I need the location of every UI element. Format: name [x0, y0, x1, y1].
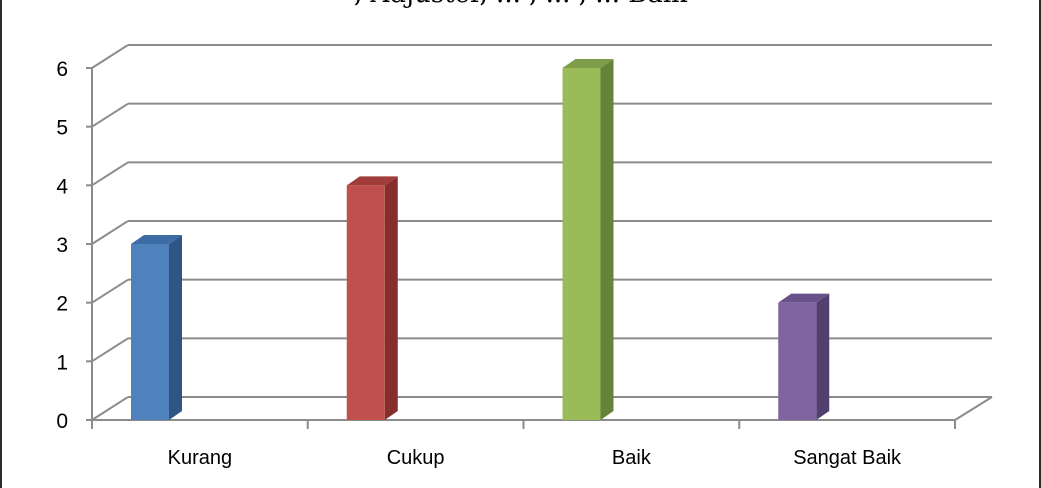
cropped-caption-text: , Adjuster, ... , ... , ... Baik [0, 0, 1041, 9]
bar [562, 68, 601, 420]
bar-group [562, 59, 614, 420]
bar-top [131, 235, 182, 244]
gridline-diagonal [91, 396, 129, 421]
gridline-diagonal [91, 278, 129, 304]
y-tick-label: 4 [56, 175, 68, 198]
x-category-label: Cukup [387, 447, 445, 469]
grid-layer [91, 44, 992, 421]
y-tick-label: 2 [56, 293, 68, 316]
axis-layer [86, 67, 993, 429]
gridline-diagonal [91, 337, 129, 363]
x-category-label: Kurang [168, 447, 233, 469]
x-category-label: Baik [612, 447, 652, 469]
gridline-diagonal [91, 102, 129, 128]
bar-layer [131, 59, 830, 420]
bar-top [778, 293, 830, 303]
gridline-diagonal [91, 44, 129, 69]
x-category-label: Sangat Baik [793, 447, 902, 469]
gridline-diagonal [91, 161, 129, 187]
bar-group [778, 293, 830, 420]
bar [346, 185, 385, 420]
bar [131, 244, 169, 420]
cropped-caption: , Adjuster, ... , ... , ... Baik [0, 0, 1041, 12]
y-tick-label: 5 [56, 117, 68, 140]
bar-top [346, 176, 398, 186]
y-tick-label: 0 [56, 410, 68, 433]
y-tick-label: 1 [56, 351, 68, 374]
label-layer: 0 1 2 3 4 5 6 Kurang Cukup Baik Sangat Baik [56, 58, 902, 469]
bar-side [600, 59, 614, 420]
floor-right-edge [954, 396, 993, 421]
bar [778, 302, 817, 420]
bar-side [384, 176, 398, 420]
bar-side [169, 235, 182, 420]
bar-side [816, 293, 830, 420]
gridline-diagonal [91, 220, 129, 245]
y-tick-label: 3 [56, 234, 68, 257]
y-tick-label: 6 [56, 58, 68, 81]
bar-group [131, 235, 182, 420]
bar-top [562, 59, 614, 68]
bar-group [346, 176, 398, 420]
